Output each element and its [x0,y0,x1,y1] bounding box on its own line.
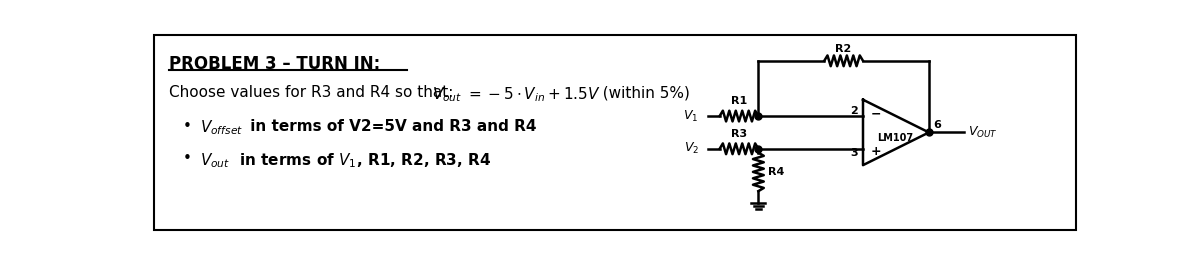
Text: $V_1$: $V_1$ [684,109,698,124]
Text: 3: 3 [850,148,858,158]
Text: +: + [871,145,881,158]
Text: −: − [871,107,881,120]
Text: Choose values for R3 and R4 so that:: Choose values for R3 and R4 so that: [169,85,454,100]
FancyBboxPatch shape [154,36,1076,230]
Text: •: • [182,119,192,134]
Text: $V_{out}$: $V_{out}$ [200,151,230,170]
Text: $V_{OUT}$: $V_{OUT}$ [967,125,997,140]
Text: 2: 2 [850,107,858,117]
Text: LM107: LM107 [877,133,913,143]
Text: 6: 6 [932,120,941,130]
Text: R2: R2 [835,44,852,54]
Text: in terms of V2=5V and R3 and R4: in terms of V2=5V and R3 and R4 [245,119,536,134]
Text: $V_{offset}$: $V_{offset}$ [200,119,244,137]
Text: $V_2$: $V_2$ [684,141,698,156]
Text: $= -5 \cdot V_{in} + 1.5V$: $= -5 \cdot V_{in} + 1.5V$ [466,85,601,104]
Text: (within 5%): (within 5%) [593,85,690,100]
Text: R4: R4 [768,167,784,177]
Text: PROBLEM 3 – TURN IN:: PROBLEM 3 – TURN IN: [169,55,380,73]
Text: R1: R1 [731,96,748,106]
Text: •: • [182,151,192,166]
Text: R3: R3 [731,129,748,139]
Text: in terms of $V_1$, R1, R2, R3, R4: in terms of $V_1$, R1, R2, R3, R4 [234,151,491,170]
Text: $V_{out}$: $V_{out}$ [432,85,462,104]
